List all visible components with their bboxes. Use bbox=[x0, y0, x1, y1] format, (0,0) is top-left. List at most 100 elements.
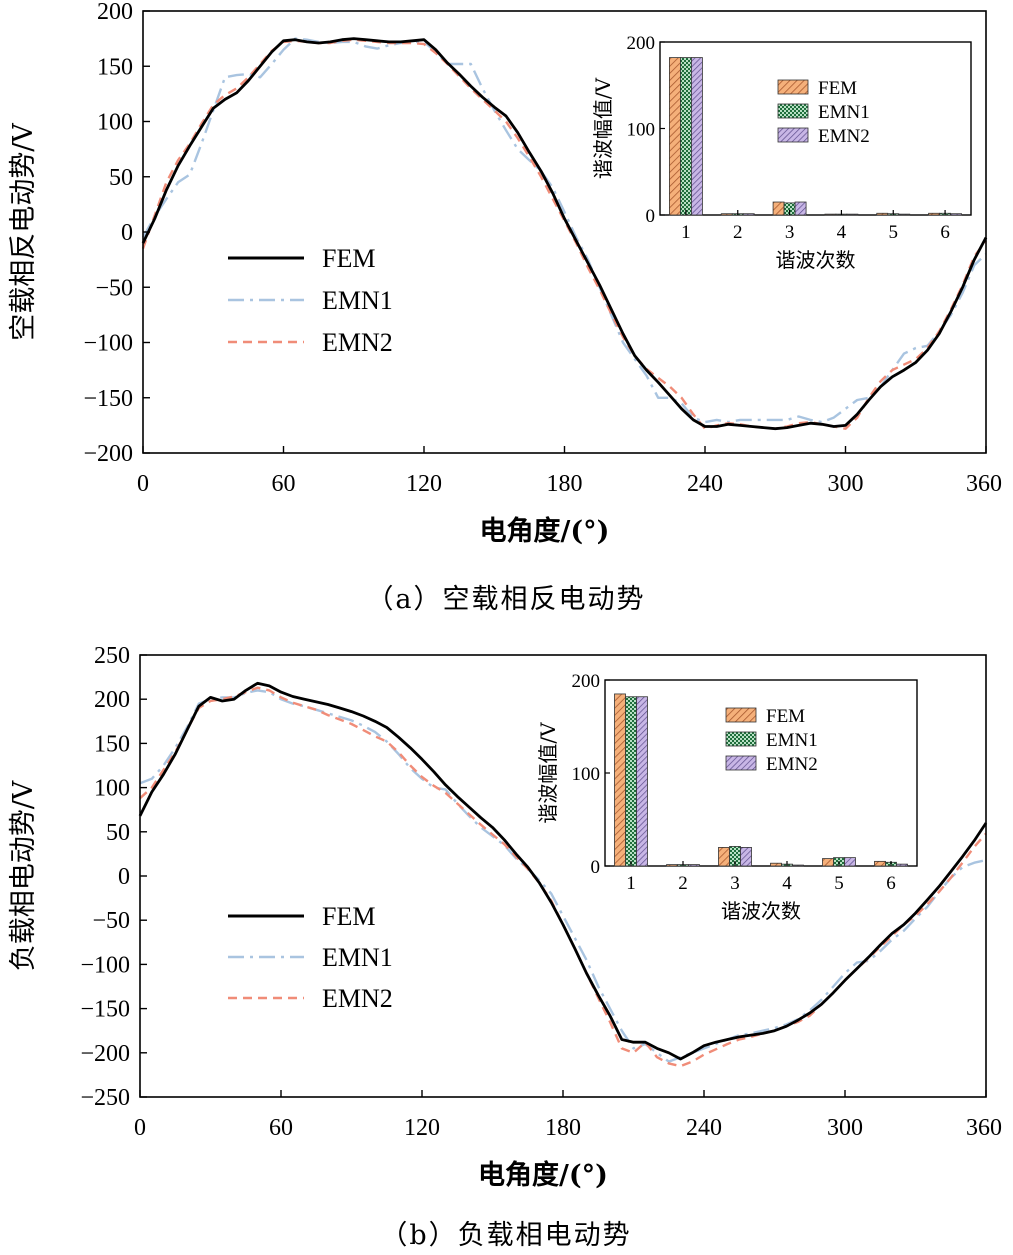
y-tick-label: 0 bbox=[118, 864, 130, 890]
inset-y-tick-label: 200 bbox=[572, 671, 601, 692]
legend: FEM EMN1 EMN2 bbox=[228, 244, 393, 357]
inset-frame bbox=[659, 41, 972, 216]
inset-x-tick-label: 2 bbox=[733, 222, 743, 243]
inset-bar-emn2 bbox=[896, 863, 908, 867]
inset-legend-swatch-fem bbox=[777, 79, 809, 95]
legend-label-emn2: EMN2 bbox=[322, 984, 393, 1013]
inset-bar-fem bbox=[614, 693, 626, 867]
inset-legend: FEM EMN1 EMN2 bbox=[777, 78, 870, 147]
inset-legend-swatch-emn1 bbox=[725, 731, 757, 747]
inset-legend-swatch-emn1 bbox=[777, 103, 809, 119]
y-tick-label: 200 bbox=[97, 0, 133, 25]
figure-caption: （b）负载相电动势 bbox=[380, 1220, 631, 1251]
inset-x-tick-label: 2 bbox=[678, 873, 688, 894]
inset-x-tick-label: 6 bbox=[886, 873, 896, 894]
y-axis-label: 空载相反电动势/V bbox=[8, 123, 39, 341]
inset-legend-label-emn1: EMN1 bbox=[818, 102, 870, 123]
inset-bar-emn2 bbox=[846, 213, 859, 216]
y-tick-label: 100 bbox=[97, 110, 133, 136]
inset-bar-fem bbox=[669, 57, 681, 216]
y-tick-label: −150 bbox=[80, 997, 130, 1023]
inset-legend-swatch-emn2 bbox=[777, 127, 809, 143]
inset-bar-emn2 bbox=[950, 213, 962, 216]
inset-x-axis-label: 谐波次数 bbox=[721, 899, 801, 923]
inset-y-tick-label: 200 bbox=[627, 33, 656, 54]
inset-y-tick-label: 100 bbox=[572, 764, 601, 785]
y-tick-label: 100 bbox=[94, 776, 130, 802]
x-tick-label: 0 bbox=[137, 471, 149, 497]
inset-legend-label-emn2: EMN2 bbox=[766, 754, 818, 775]
x-tick-label: 360 bbox=[966, 1115, 1002, 1141]
inset-legend-swatch-fem bbox=[725, 707, 757, 723]
inset-legend-label-emn1: EMN1 bbox=[766, 730, 818, 751]
y-tick-label: −100 bbox=[80, 952, 130, 978]
y-tick-label: −250 bbox=[80, 1085, 130, 1111]
inset-y-axis-label: 谐波幅值/V bbox=[536, 722, 560, 824]
inset-x-tick-label: 6 bbox=[940, 222, 950, 243]
inset-x-tick-label: 4 bbox=[782, 873, 792, 894]
inset-y-tick-label: 0 bbox=[591, 857, 601, 878]
y-tick-label: 250 bbox=[94, 643, 130, 669]
inset-x-tick-label: 3 bbox=[730, 873, 740, 894]
x-tick-label: 180 bbox=[547, 471, 583, 497]
y-tick-label: 200 bbox=[94, 687, 130, 713]
y-tick-label: 50 bbox=[106, 820, 130, 846]
x-tick-label: 180 bbox=[545, 1115, 581, 1141]
inset-x-tick-label: 1 bbox=[626, 873, 636, 894]
inset-bar-fem bbox=[928, 212, 940, 216]
figure-caption: （a）空载相反电动势 bbox=[366, 584, 645, 615]
inset-bar-fem bbox=[824, 213, 837, 216]
inset-bar-emn1 bbox=[625, 696, 637, 867]
inset-legend-label-fem: FEM bbox=[766, 706, 805, 727]
inset-bar-emn2 bbox=[898, 213, 911, 216]
inset-bar-fem bbox=[770, 862, 782, 867]
inset-bar-fem bbox=[874, 860, 886, 867]
series-line-fem bbox=[141, 37, 988, 431]
inset-bar-fem bbox=[772, 201, 785, 216]
series-line-emn1 bbox=[141, 37, 987, 424]
series-line-emn1 bbox=[139, 689, 987, 1063]
inset-chart: 1 2 3 4 5 6 0 100 200 谐波次数 谐波幅值/V FEM EMN1 EMN2 bbox=[591, 33, 972, 272]
y-tick-label: 150 bbox=[94, 731, 130, 757]
y-tick-label: −50 bbox=[95, 275, 133, 301]
inset-y-tick-label: 100 bbox=[627, 120, 656, 141]
y-tick-label: −200 bbox=[80, 1041, 130, 1067]
x-tick-label: 0 bbox=[134, 1115, 146, 1141]
x-tick-label: 240 bbox=[686, 1115, 722, 1141]
inset-legend: FEM EMN1 EMN2 bbox=[725, 706, 818, 775]
x-tick-label: 60 bbox=[272, 471, 296, 497]
inset-bar-emn2 bbox=[688, 864, 700, 867]
x-tick-label: 240 bbox=[687, 471, 723, 497]
inset-bar-emn2 bbox=[794, 201, 807, 216]
legend-label-emn1: EMN1 bbox=[322, 286, 393, 315]
x-tick-label: 300 bbox=[827, 1115, 863, 1141]
series-group bbox=[141, 37, 988, 431]
inset-bar-emn2 bbox=[691, 57, 703, 216]
inset-bar-fem bbox=[822, 858, 834, 867]
legend-label-fem: FEM bbox=[322, 244, 375, 273]
y-axis-label: 负载相电动势/V bbox=[8, 780, 39, 971]
x-tick-label: 120 bbox=[406, 471, 442, 497]
inset-bar-emn2 bbox=[740, 847, 752, 867]
x-axis-label: 电角度/(°) bbox=[478, 1159, 608, 1191]
inset-bar-fem bbox=[718, 847, 730, 867]
inset-bar-emn2 bbox=[636, 696, 648, 867]
inset-bar-emn2 bbox=[792, 864, 804, 867]
legend-label-fem: FEM bbox=[322, 902, 375, 931]
inset-bar-emn1 bbox=[680, 57, 692, 216]
inset-legend-swatch-emn2 bbox=[725, 755, 757, 771]
inset-legend-label-emn2: EMN2 bbox=[818, 126, 870, 147]
inset-legend-label-fem: FEM bbox=[818, 78, 857, 99]
inset-x-tick-label: 5 bbox=[889, 222, 899, 243]
inset-bar-fem bbox=[666, 864, 678, 867]
series-line-fem bbox=[138, 681, 988, 1061]
y-tick-label: −50 bbox=[92, 908, 130, 934]
legend: FEM EMN1 EMN2 bbox=[228, 902, 393, 1013]
x-tick-label: 60 bbox=[269, 1115, 293, 1141]
inset-bar-fem bbox=[720, 213, 733, 216]
x-tick-label: 360 bbox=[966, 471, 1002, 497]
inset-y-tick-label: 0 bbox=[646, 206, 656, 227]
series-group bbox=[138, 681, 988, 1068]
